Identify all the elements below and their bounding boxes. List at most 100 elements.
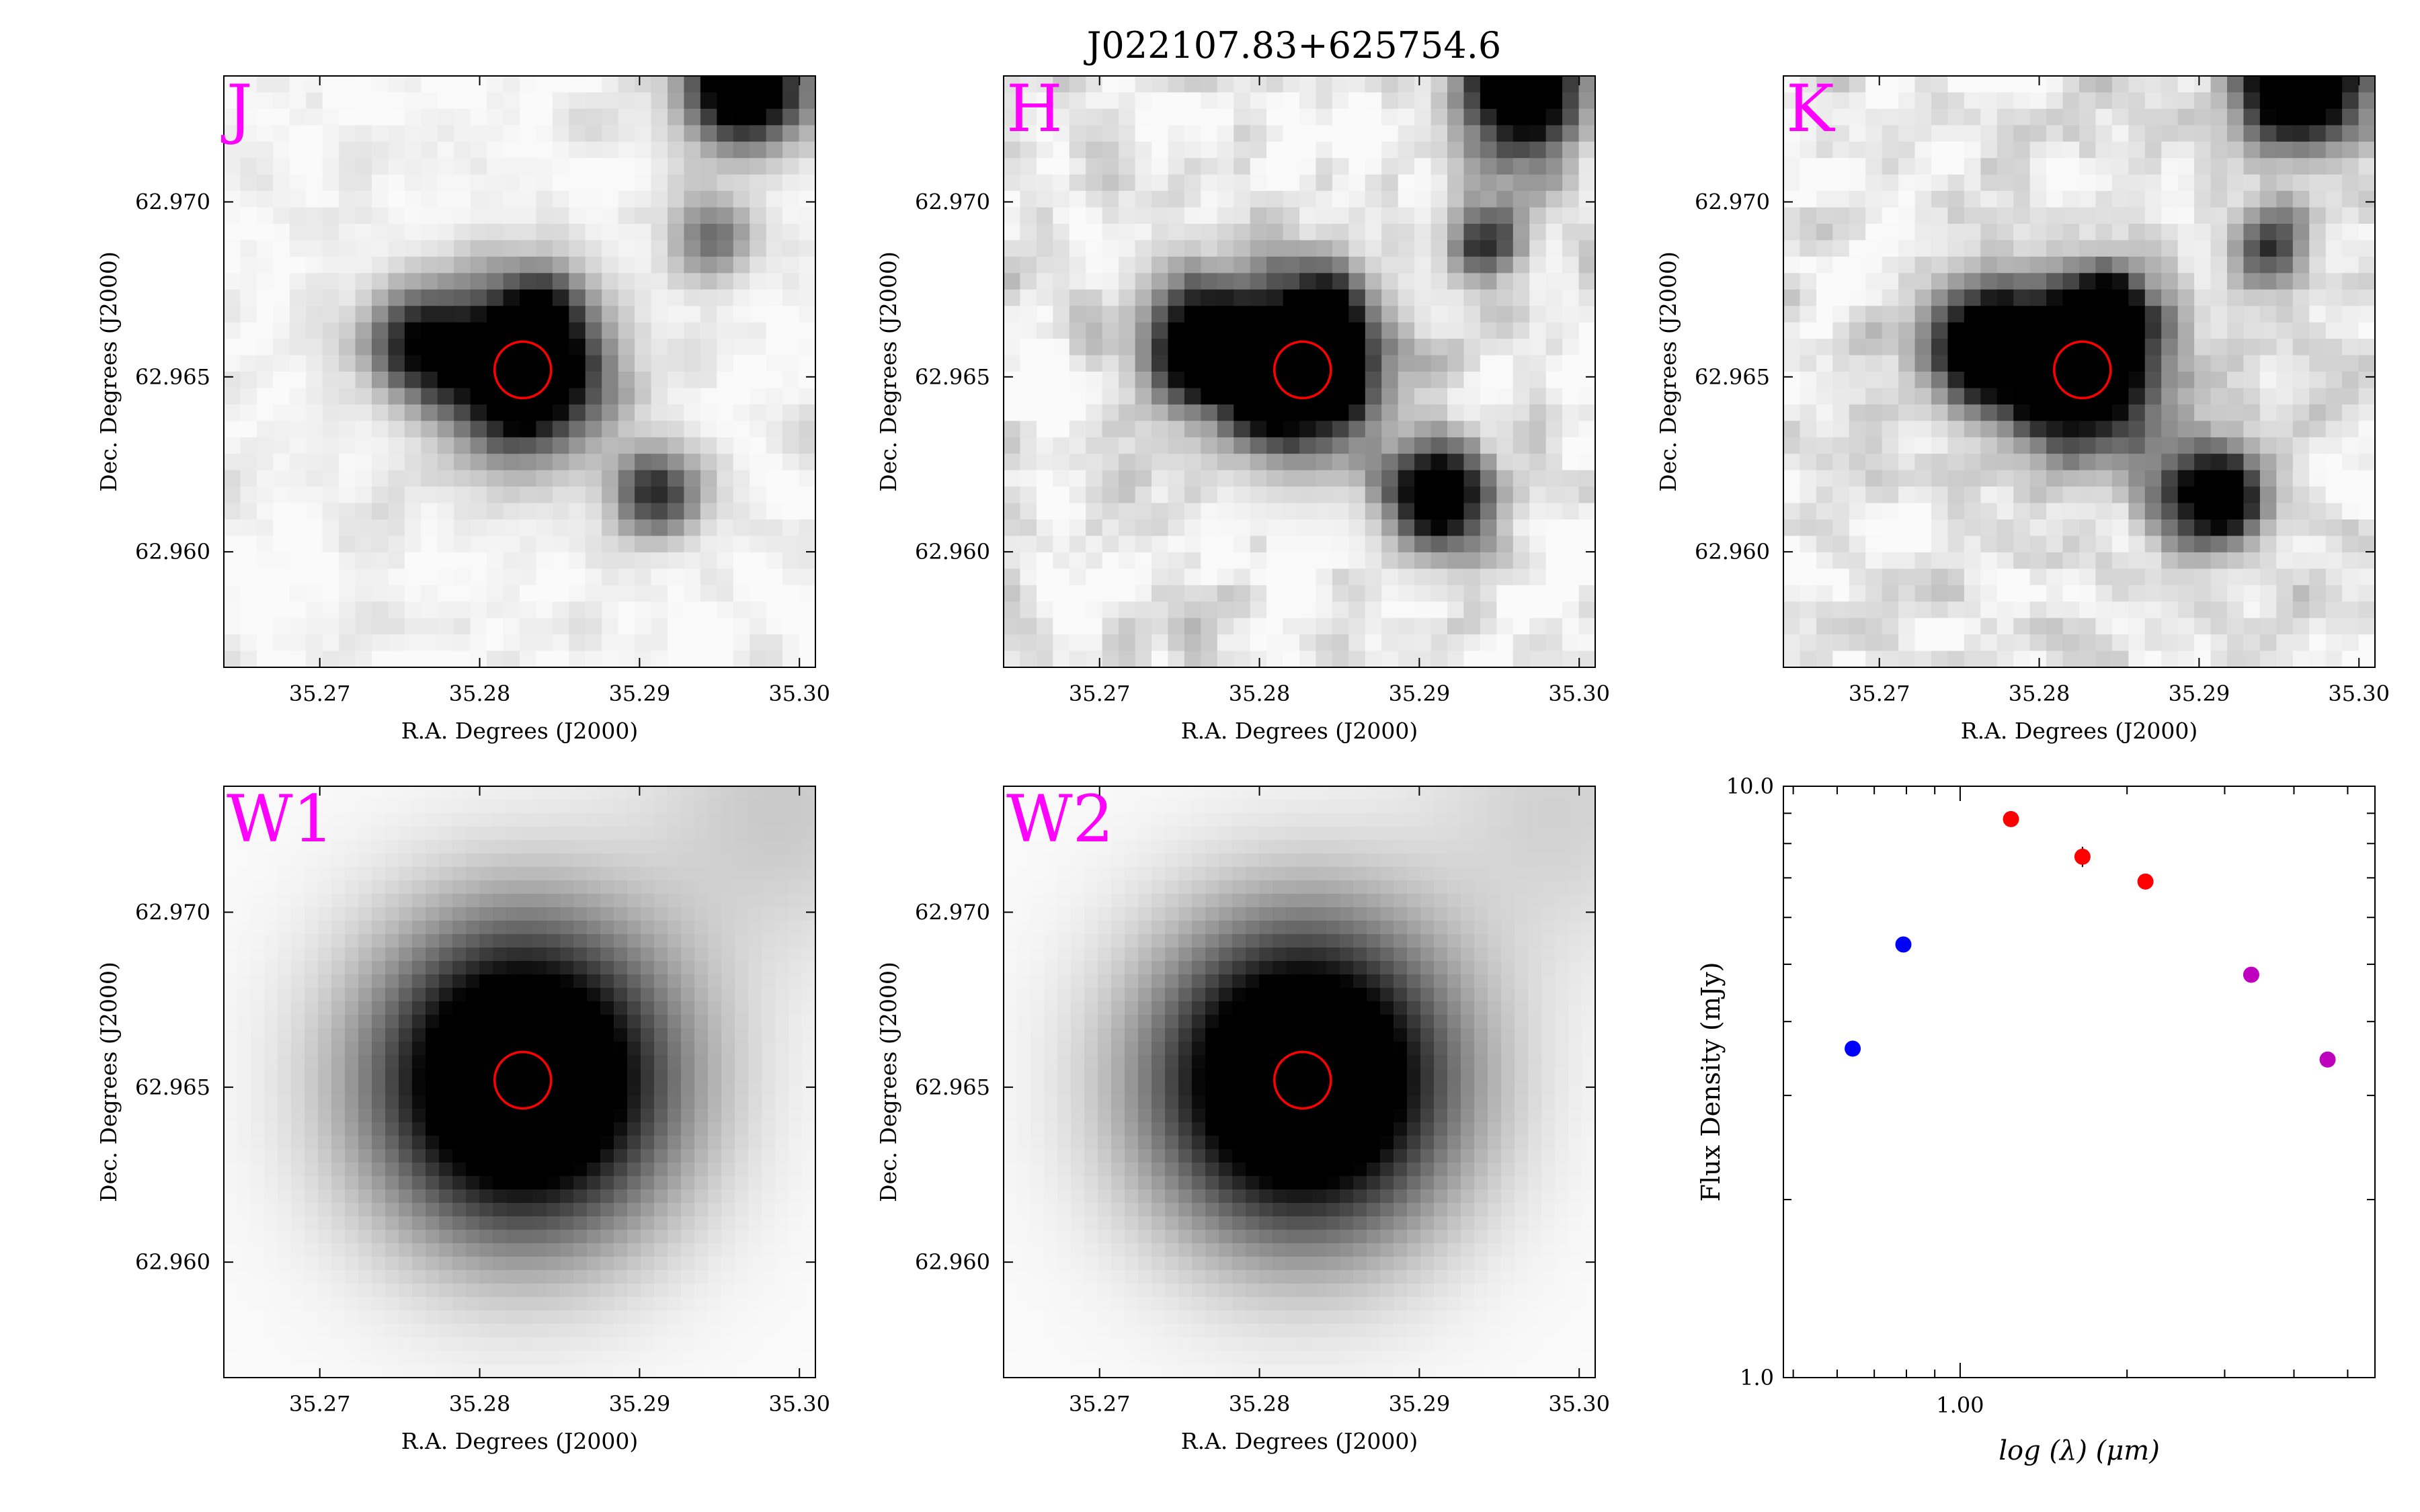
image-pixel — [2276, 273, 2294, 290]
image-pixel — [452, 1015, 467, 1029]
image-pixel — [1882, 634, 1899, 652]
image-pixel — [264, 1028, 278, 1042]
image-pixel — [1036, 421, 1053, 438]
image-pixel — [1184, 240, 1201, 257]
image-pixel — [2161, 601, 2179, 619]
image-pixel — [322, 141, 339, 159]
image-pixel — [1447, 141, 1465, 159]
image-pixel — [1234, 76, 1251, 93]
image-pixel — [766, 585, 783, 602]
image-pixel — [2144, 240, 2162, 257]
image-pixel — [602, 585, 619, 602]
image-pixel — [437, 650, 454, 668]
image-pixel — [388, 552, 405, 569]
image-pixel — [1816, 437, 1833, 454]
image-pixel — [600, 1042, 614, 1056]
image-pixel — [569, 207, 586, 224]
image-pixel — [775, 1015, 789, 1029]
image-pixel — [437, 421, 454, 438]
image-pixel — [2210, 92, 2228, 110]
image-pixel — [1463, 76, 1481, 93]
image-pixel — [437, 388, 454, 405]
image-pixel — [1414, 437, 1432, 454]
image-pixel — [345, 827, 359, 841]
image-pixel — [1135, 650, 1152, 668]
image-pixel — [1069, 470, 1086, 487]
image-pixel — [1119, 470, 1136, 487]
image-pixel — [1135, 634, 1152, 652]
image-pixel — [1578, 76, 1596, 93]
image-pixel — [372, 355, 389, 372]
image-pixel — [2259, 569, 2277, 586]
image-pixel — [733, 388, 750, 405]
image-pixel — [358, 1001, 372, 1015]
image-pixel — [1800, 388, 1817, 405]
image-pixel — [412, 1068, 426, 1083]
image-pixel — [1020, 372, 1037, 389]
image-pixel — [2227, 372, 2245, 389]
aperture-circle — [493, 340, 553, 400]
image-pixel — [1020, 536, 1037, 553]
image-pixel — [2227, 92, 2245, 110]
image-pixel — [2062, 536, 2080, 553]
image-pixel — [552, 585, 569, 602]
image-pixel — [305, 1055, 319, 1069]
image-pixel — [1783, 355, 1801, 372]
image-pixel — [2325, 240, 2343, 257]
image-pixel — [1816, 421, 1833, 438]
image-pixel — [1931, 174, 1949, 192]
image-pixel — [1036, 191, 1053, 208]
image-pixel — [256, 372, 274, 389]
image-pixel — [1152, 650, 1169, 668]
image-pixel — [1102, 273, 1119, 290]
image-pixel — [1414, 224, 1432, 241]
image-pixel — [421, 306, 438, 323]
image-pixel — [1849, 487, 1866, 504]
image-pixel — [600, 867, 614, 881]
image-pixel — [520, 372, 537, 389]
image-pixel — [503, 322, 520, 339]
image-pixel — [1414, 322, 1432, 339]
image-pixel — [1119, 634, 1136, 652]
image-pixel — [585, 536, 602, 553]
image-pixel — [372, 240, 389, 257]
image-pixel — [2259, 339, 2277, 356]
image-pixel — [291, 894, 305, 908]
image-pixel — [1152, 125, 1169, 142]
image-pixel — [2243, 372, 2261, 389]
image-pixel — [493, 1055, 507, 1069]
image-pixel — [735, 974, 749, 989]
image-pixel — [2358, 191, 2376, 208]
image-pixel — [1283, 174, 1300, 192]
image-pixel — [1332, 552, 1349, 569]
image-pixel — [1545, 585, 1563, 602]
image-pixel — [439, 974, 453, 989]
image-pixel — [587, 907, 601, 921]
image-pixel — [1513, 108, 1530, 126]
image-pixel — [1283, 650, 1300, 668]
image-pixel — [421, 454, 438, 471]
image-pixel — [1914, 618, 1932, 635]
image-pixel — [385, 1015, 399, 1029]
image-pixel — [1849, 437, 1866, 454]
image-pixel — [1545, 454, 1563, 471]
image-pixel — [1947, 437, 1965, 454]
image-pixel — [1266, 158, 1284, 175]
image-pixel — [775, 867, 789, 881]
image-pixel — [339, 92, 356, 110]
image-pixel — [1201, 372, 1218, 389]
image-pixel — [345, 853, 359, 868]
image-pixel — [470, 487, 487, 504]
image-pixel — [789, 840, 803, 854]
image-pixel — [1832, 355, 1850, 372]
image-pixel — [1250, 437, 1267, 454]
image-pixel — [2309, 108, 2327, 126]
image-pixel — [1168, 519, 1185, 537]
image-pixel — [1316, 273, 1333, 290]
image-pixel — [789, 786, 803, 800]
image-pixel — [1496, 339, 1514, 356]
image-pixel — [2144, 569, 2162, 586]
image-pixel — [533, 800, 547, 814]
image-pixel — [560, 921, 574, 935]
